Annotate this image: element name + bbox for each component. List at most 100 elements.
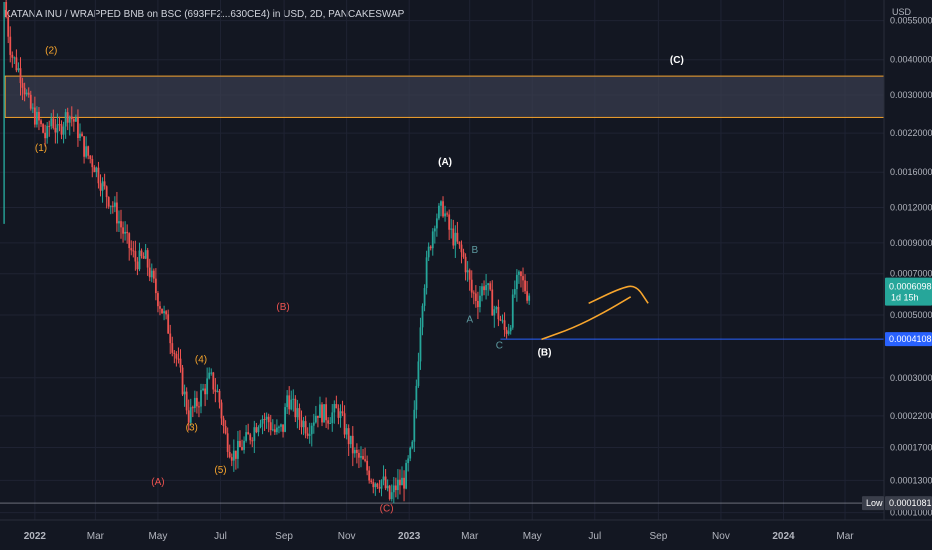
x-tick-label: Mar bbox=[461, 531, 479, 542]
candle-body bbox=[294, 398, 297, 418]
candle-body bbox=[491, 289, 494, 316]
candle-body bbox=[370, 480, 373, 483]
candle-body bbox=[42, 124, 44, 133]
candle-body bbox=[419, 327, 422, 362]
candle-body bbox=[341, 411, 344, 414]
candle-body bbox=[278, 426, 280, 428]
candle-body bbox=[95, 167, 98, 173]
candle-body bbox=[140, 250, 143, 257]
candle-body bbox=[5, 2, 8, 17]
candle-body bbox=[206, 378, 209, 395]
y-tick-label: 0.0022000 bbox=[890, 128, 932, 138]
candle-body bbox=[499, 319, 502, 321]
wave-label: A bbox=[466, 315, 473, 326]
candle-body bbox=[193, 397, 196, 409]
candle-body bbox=[308, 434, 311, 436]
candle-body bbox=[25, 92, 28, 95]
candle-body bbox=[179, 358, 182, 368]
candle-body bbox=[382, 476, 385, 481]
price-axis-panel[interactable] bbox=[884, 0, 932, 550]
candle-body bbox=[296, 408, 299, 418]
wave-label: (C) bbox=[670, 55, 684, 66]
candle-body bbox=[85, 146, 88, 157]
y-tick-label: 0.0005000 bbox=[890, 310, 932, 320]
candle-body bbox=[175, 353, 178, 359]
candle-body bbox=[464, 256, 467, 273]
x-tick-label: 2024 bbox=[772, 531, 795, 542]
candle-body bbox=[415, 385, 418, 410]
candle-body bbox=[247, 432, 250, 435]
candle-body bbox=[440, 201, 442, 206]
candle-body bbox=[317, 415, 319, 418]
candle-body bbox=[327, 420, 330, 424]
candle-body bbox=[228, 451, 231, 458]
candle-body bbox=[138, 250, 141, 270]
candle-body bbox=[503, 320, 506, 330]
candle-body bbox=[497, 306, 500, 320]
x-tick-label: 2023 bbox=[398, 531, 421, 542]
candle-body bbox=[83, 136, 85, 157]
candle-body bbox=[249, 434, 252, 441]
candle-body bbox=[79, 133, 81, 139]
candle-body bbox=[425, 257, 428, 289]
candle-body bbox=[423, 288, 426, 306]
wave-label: (3) bbox=[186, 423, 198, 434]
candle-body bbox=[518, 271, 520, 275]
x-tick-label: 2022 bbox=[24, 531, 47, 542]
candle-body bbox=[409, 447, 412, 459]
candle-body bbox=[427, 246, 430, 258]
candle-body bbox=[515, 274, 518, 290]
candle-body bbox=[224, 426, 227, 434]
candle-body bbox=[134, 251, 137, 262]
candle-body bbox=[487, 283, 490, 286]
candle-body bbox=[261, 418, 264, 424]
candle-body bbox=[456, 232, 459, 242]
candle-body bbox=[524, 280, 526, 292]
candle-body bbox=[507, 331, 510, 334]
candle-body bbox=[513, 289, 516, 295]
candle-body bbox=[11, 54, 14, 58]
low-label: Low bbox=[866, 498, 883, 508]
x-tick-label: Nov bbox=[338, 531, 356, 542]
x-tick-label: Jul bbox=[214, 531, 227, 542]
candle-body bbox=[333, 404, 336, 413]
candle-body bbox=[511, 294, 514, 328]
candle-body bbox=[185, 391, 188, 411]
candle-body bbox=[321, 404, 323, 423]
candle-body bbox=[118, 221, 120, 224]
candle-body bbox=[210, 372, 213, 374]
candle-body bbox=[202, 388, 204, 391]
candle-body bbox=[335, 404, 338, 409]
candle-body bbox=[232, 450, 235, 461]
candle-body bbox=[339, 411, 342, 418]
zone-rect bbox=[4, 75, 885, 118]
candle-body bbox=[132, 250, 135, 252]
wave-label: B bbox=[471, 245, 478, 256]
candle-body bbox=[191, 407, 194, 409]
y-tick-label: 0.0007000 bbox=[890, 269, 932, 279]
candle-body bbox=[97, 167, 100, 184]
chart-title: KATANA INU / WRAPPED BNB on BSC (693FF2.… bbox=[4, 9, 405, 20]
candle-body bbox=[280, 424, 282, 427]
candle-body bbox=[290, 399, 293, 410]
candle-body bbox=[99, 183, 102, 191]
candle-body bbox=[173, 352, 176, 354]
wave-label: (4) bbox=[195, 354, 207, 365]
candle-body bbox=[171, 343, 174, 353]
candle-body bbox=[401, 477, 403, 486]
candle-body bbox=[40, 120, 42, 125]
wave-label: (C) bbox=[380, 503, 394, 514]
candle-body bbox=[394, 485, 397, 491]
candle-body bbox=[273, 429, 276, 433]
candle-body bbox=[101, 181, 104, 191]
x-tick-label: May bbox=[148, 531, 167, 542]
candle-body bbox=[452, 228, 455, 246]
candle-body bbox=[243, 440, 245, 450]
candle-body bbox=[72, 119, 75, 122]
candle-body bbox=[255, 427, 258, 433]
candle-body bbox=[368, 470, 371, 481]
candle-body bbox=[522, 276, 524, 281]
candle-body bbox=[493, 309, 496, 316]
candle-body bbox=[142, 256, 145, 259]
